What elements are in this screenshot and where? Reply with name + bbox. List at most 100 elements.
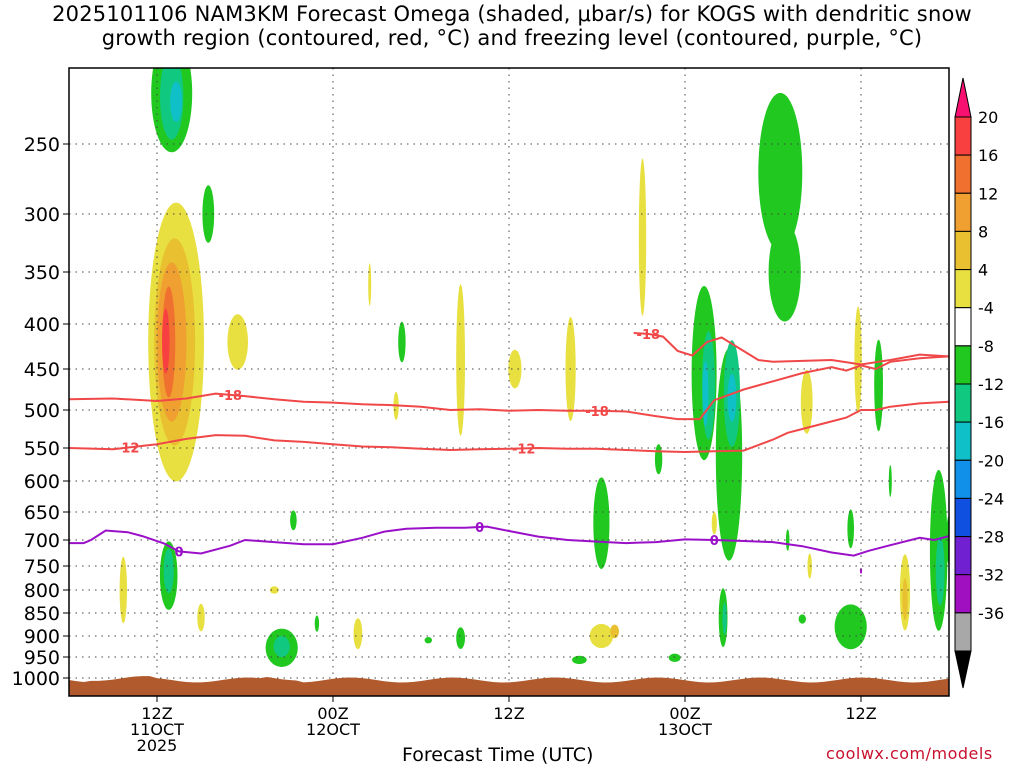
dgz-contour-line	[633, 332, 949, 366]
omega-region	[197, 603, 205, 632]
y-tick-label: 950	[24, 647, 60, 669]
omega-region	[269, 586, 279, 594]
colorbar-swatch	[954, 345, 972, 385]
y-tick-label: 300	[24, 204, 60, 226]
y-tick-label: 600	[24, 471, 60, 493]
omega-shading-layer	[119, 68, 949, 667]
colorbar-label: -16	[978, 413, 1004, 432]
omega-region	[758, 92, 803, 252]
omega-region	[610, 624, 619, 639]
x-tick-label: 12Z	[141, 704, 172, 723]
y-tick-label: 900	[24, 626, 60, 648]
omega-region	[638, 158, 647, 316]
omega-region	[785, 529, 790, 551]
colorbar-swatch	[954, 459, 972, 499]
y-tick-label: 700	[24, 530, 60, 552]
omega-region	[353, 618, 363, 650]
colorbar-label: -4	[978, 299, 994, 318]
contour-label: -18	[585, 405, 609, 420]
omega-region	[727, 373, 737, 422]
omega-region	[456, 284, 465, 436]
omega-region	[807, 553, 812, 579]
omega-region	[170, 81, 183, 123]
omega-region	[888, 465, 892, 497]
omega-region	[722, 602, 727, 635]
colorbar-swatch	[954, 192, 972, 232]
chart-title: 2025101106 NAM3KM Forecast Omega (shaded…	[0, 2, 1024, 50]
colorbar-swatch	[954, 612, 972, 652]
omega-region	[202, 185, 215, 243]
x-tick-label: 12Z	[493, 704, 524, 723]
omega-region	[935, 536, 945, 606]
omega-region	[227, 314, 248, 370]
colorbar-label: -8	[978, 337, 994, 356]
omega-region	[654, 444, 663, 475]
omega-region	[162, 308, 170, 374]
omega-region	[163, 548, 174, 594]
omega-region	[119, 556, 128, 624]
y-tick-label: 750	[24, 556, 60, 578]
source-credit[interactable]: coolwx.com/models	[826, 744, 993, 763]
dgz-contour-line	[69, 400, 949, 454]
y-tick-label: 500	[24, 400, 60, 422]
y-tick-label: 650	[24, 502, 60, 524]
contour-label: -18	[219, 389, 243, 404]
y-axis: 2503003504004505005506006507007508008509…	[12, 134, 69, 690]
colorbar-label: 16	[978, 146, 998, 165]
colorbar-label: 4	[978, 261, 988, 280]
terrain-strip	[69, 676, 949, 696]
colorbar-swatch	[954, 574, 972, 614]
colorbar-swatch	[954, 230, 972, 270]
omega-region	[290, 510, 297, 531]
colorbar-swatch	[954, 307, 972, 347]
y-tick-label: 800	[24, 580, 60, 602]
x-tick-label: 00Z	[317, 704, 348, 723]
colorbar-top-arrow	[954, 77, 972, 118]
contour-label: 0	[174, 545, 183, 560]
omega-region	[398, 321, 406, 363]
freezing-level-line	[69, 525, 949, 557]
y-tick-label: 400	[24, 314, 60, 336]
colorbar-swatch	[954, 116, 972, 156]
omega-region	[273, 636, 290, 657]
omega-region	[368, 263, 372, 306]
x-tick-label: 12Z	[845, 704, 876, 723]
x-axis-label: Forecast Time (UTC)	[402, 744, 594, 766]
colorbar-label: 8	[978, 222, 988, 241]
omega-region	[800, 369, 813, 434]
omega-region	[847, 509, 854, 549]
colorbar-label: -24	[978, 489, 1004, 508]
omega-region	[798, 614, 806, 624]
colorbar: 20 16 12 8 4 -4 -8 -12 -16 -20 -24 -28 -32 -36	[954, 77, 1004, 689]
omega-region	[593, 477, 610, 569]
colorbar-label: -28	[978, 528, 1004, 547]
omega-region	[874, 339, 883, 432]
omega-region	[424, 637, 432, 644]
y-tick-label: 1000	[12, 668, 60, 690]
colorbar-swatch	[954, 421, 972, 461]
contour-label: 0	[475, 521, 484, 536]
gridlines-layer	[69, 68, 949, 696]
colorbar-swatch	[954, 269, 972, 309]
colorbar-label: -32	[978, 566, 1004, 585]
omega-region	[668, 653, 681, 662]
chart-title-line-2: growth region (contoured, red, °C) and f…	[101, 26, 923, 50]
x-tick-label: 2025	[137, 736, 178, 755]
colorbar-bottom-arrow	[954, 650, 972, 689]
y-tick-label: 550	[24, 438, 60, 460]
omega-region	[711, 512, 717, 535]
colorbar-swatch	[954, 383, 972, 423]
omega-region	[508, 349, 522, 389]
colorbar-label: -12	[978, 375, 1004, 394]
contour-label: -12	[116, 442, 140, 457]
colorbar-swatch	[954, 497, 972, 537]
y-tick-label: 450	[24, 359, 60, 381]
omega-region	[456, 627, 465, 649]
dgz-contour-line	[69, 355, 949, 421]
omega-region	[702, 361, 709, 427]
contour-label: 0	[710, 534, 719, 549]
omega-region	[834, 604, 867, 650]
colorbar-label: 20	[978, 108, 998, 127]
contour-label: -12	[512, 442, 536, 457]
